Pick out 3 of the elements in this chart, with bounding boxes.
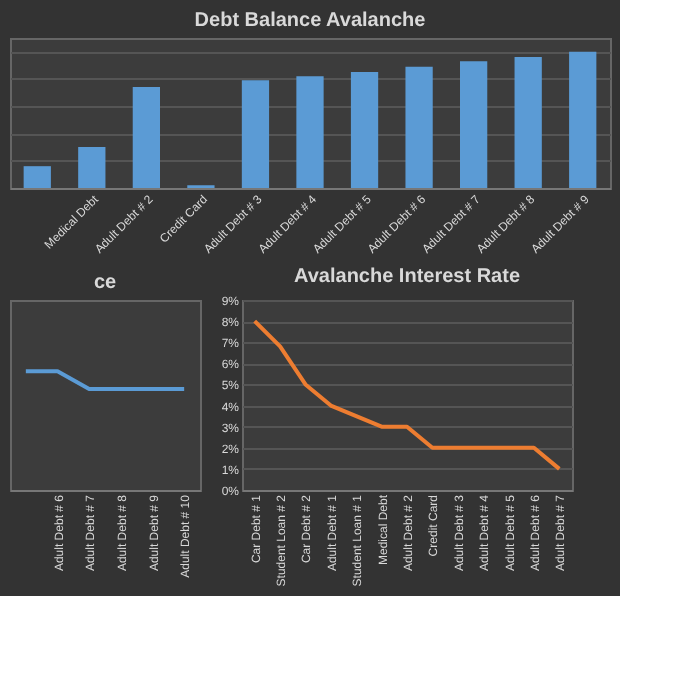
chart-title: Debt Balance Avalanche <box>194 10 427 32</box>
chart-title: ce <box>93 272 117 294</box>
chart-title: Avalanche Interest Rate <box>293 266 521 288</box>
